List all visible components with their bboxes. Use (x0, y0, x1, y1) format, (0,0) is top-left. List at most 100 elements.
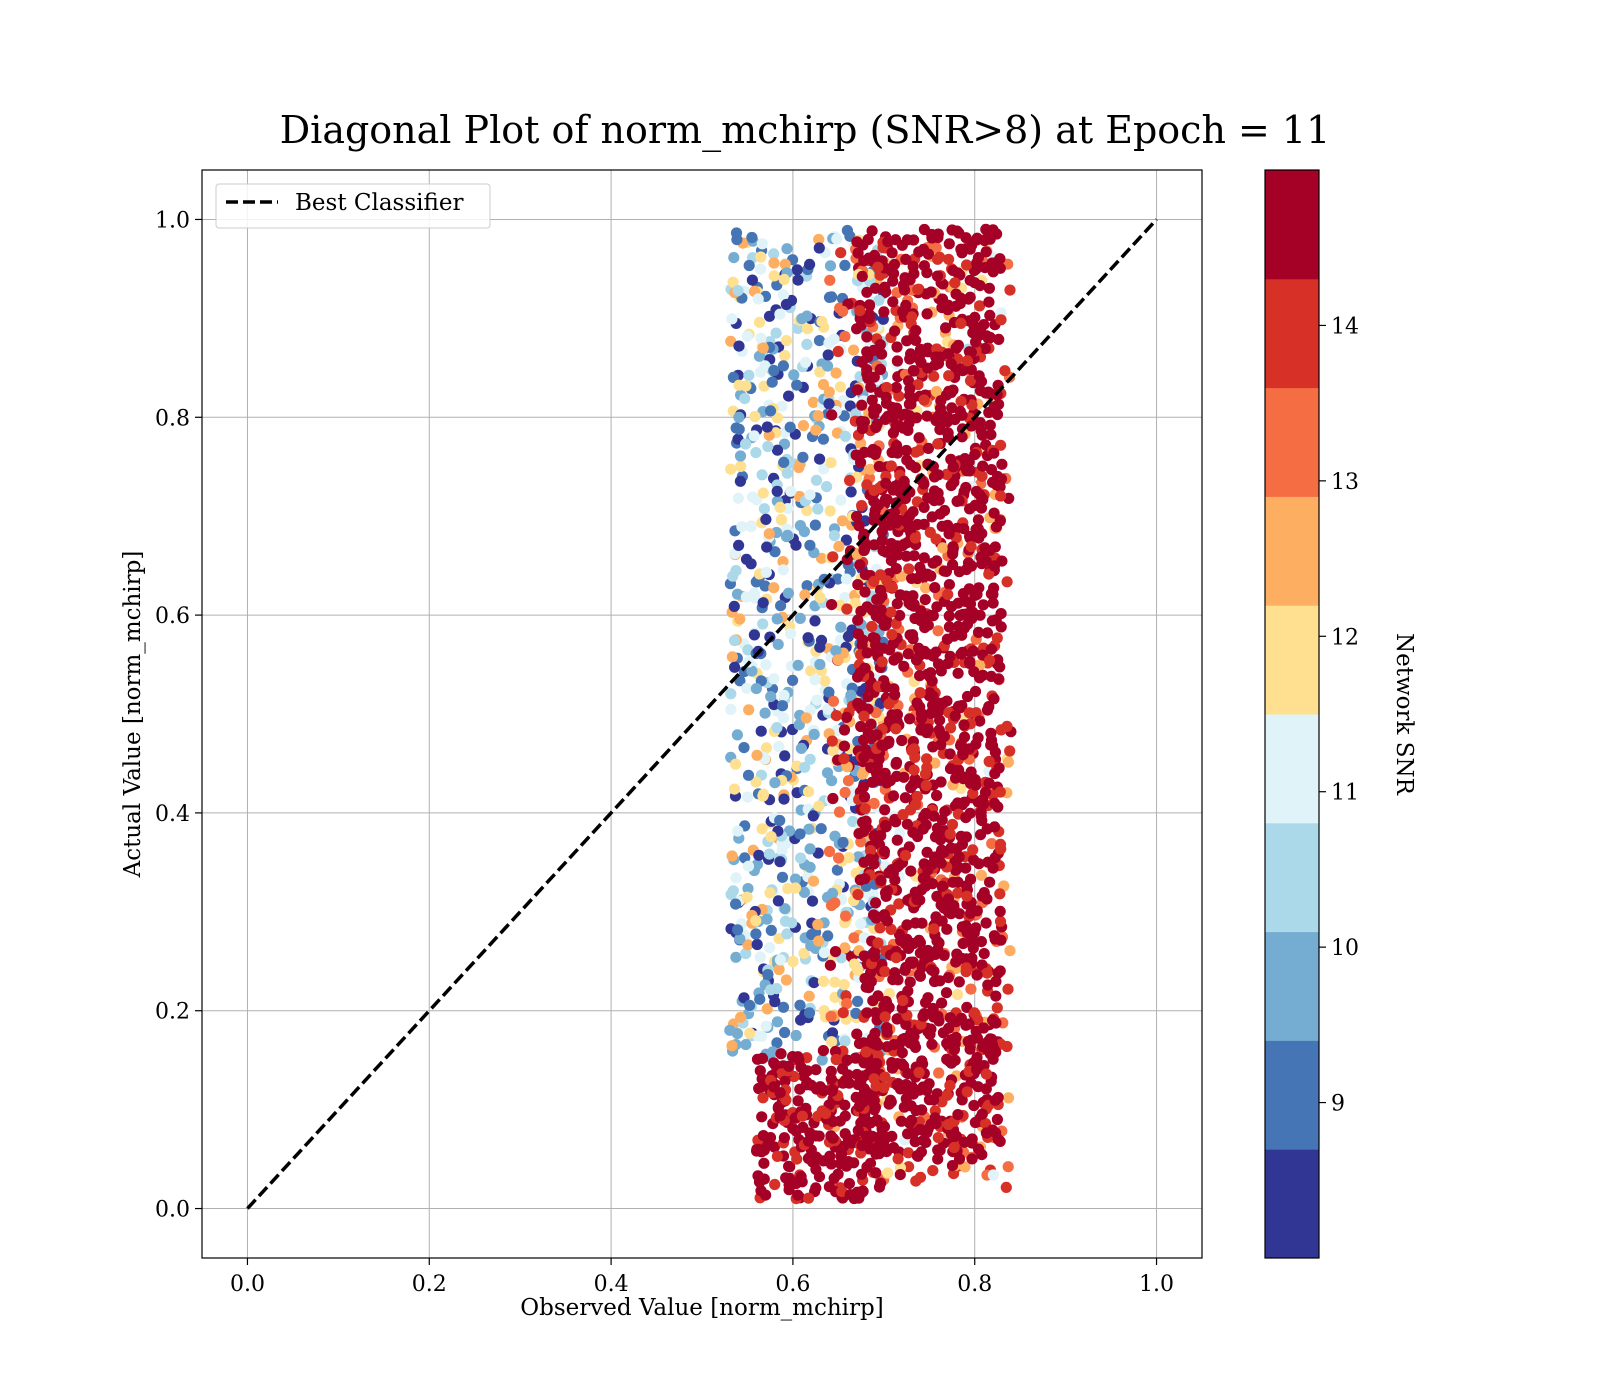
scatter-point (874, 922, 886, 934)
scatter-point (869, 448, 881, 460)
colorbar-tick-label: 9 (1331, 1092, 1345, 1117)
scatter-point (854, 667, 866, 679)
scatter-point (822, 703, 834, 715)
scatter-point (797, 420, 810, 432)
scatter-point (750, 928, 762, 940)
scatter-point (730, 951, 742, 963)
scatter-point (921, 568, 934, 580)
scatter-point (937, 1027, 950, 1039)
scatter-point (774, 954, 787, 966)
scatter-point (814, 641, 826, 653)
scatter-point (922, 1123, 934, 1135)
scatter-point (870, 1080, 882, 1092)
scatter-point (988, 507, 1000, 519)
scatter-point (761, 913, 773, 925)
scatter-point (891, 1079, 903, 1091)
scatter-point (772, 895, 785, 907)
legend-entry-best-classifier: Best Classifier (295, 190, 463, 216)
scatter-point (957, 749, 969, 761)
scatter-point (896, 1047, 908, 1059)
scatter-point (943, 610, 955, 622)
scatter-point (876, 534, 888, 547)
scatter-point (792, 1095, 804, 1107)
scatter-point (941, 633, 954, 645)
scatter-point (787, 955, 799, 968)
scatter-point (802, 786, 815, 798)
scatter-point (994, 786, 1006, 798)
scatter-point (976, 890, 988, 902)
scatter-point (802, 1135, 815, 1147)
scatter-point (878, 619, 890, 631)
scatter-point (740, 1039, 752, 1051)
scatter-point (835, 621, 847, 633)
scatter-point (792, 274, 804, 286)
scatter-point (858, 528, 870, 540)
scatter-point (889, 480, 901, 492)
scatter-point (993, 398, 1005, 410)
scatter-point (901, 818, 914, 830)
scatter-point (871, 1058, 883, 1070)
scatter-point (983, 755, 995, 768)
scatter-point (918, 501, 930, 513)
scatter-point (866, 225, 878, 237)
scatter-point (921, 410, 933, 422)
scatter-point (763, 848, 776, 860)
scatter-point (810, 1064, 822, 1076)
scatter-point (904, 629, 916, 641)
scatter-point (934, 251, 946, 263)
scatter-point (961, 690, 974, 703)
scatter-point (848, 958, 860, 970)
scatter-point (783, 1160, 795, 1172)
scatter-point (864, 845, 877, 857)
scatter-point (830, 367, 842, 379)
scatter-point (921, 846, 933, 858)
scatter-point (730, 227, 743, 239)
scatter-point (932, 943, 944, 955)
scatter-point (840, 573, 853, 585)
x-axis-label: Observed Value [norm_mchirp] (520, 1295, 883, 1321)
scatter-point (758, 503, 771, 515)
scatter-point (755, 366, 767, 378)
scatter-point (970, 922, 982, 934)
scatter-point (780, 974, 793, 986)
scatter-point (810, 474, 823, 486)
scatter-point (990, 975, 1002, 988)
scatter-point (970, 485, 983, 498)
scatter-point (776, 844, 788, 857)
scatter-point (859, 973, 871, 985)
scatter-point (935, 415, 947, 427)
scatter-point (905, 1100, 917, 1112)
scatter-point (822, 930, 834, 942)
colorbar-ticks: 9 10 11 12 13 14 (1319, 314, 1359, 1117)
scatter-point (988, 930, 1001, 942)
scatter-point (783, 1184, 795, 1196)
scatter-point (976, 959, 988, 971)
scatter-point (940, 987, 953, 999)
scatter-point (936, 880, 949, 892)
scatter-point (868, 950, 881, 963)
scatter-point (945, 358, 957, 370)
scatter-point (912, 1150, 924, 1162)
x-tick-label: 0.6 (775, 1272, 810, 1297)
scatter-point (895, 934, 907, 947)
scatter-point (757, 487, 769, 499)
colorbar-tick-label: 13 (1331, 470, 1359, 495)
scatter-point (990, 1127, 1002, 1139)
scatter-point (755, 332, 767, 344)
scatter-point (773, 740, 785, 753)
scatter-point (856, 270, 868, 282)
scatter-point (762, 440, 774, 453)
colorbar-tick-label: 14 (1331, 314, 1359, 339)
scatter-point (842, 775, 855, 787)
scatter-point (831, 864, 844, 876)
colorbar-tick-label: 10 (1331, 936, 1359, 961)
scatter-point (928, 370, 940, 382)
scatter-point (817, 433, 830, 445)
scatter-point (845, 486, 857, 498)
scatter-point (967, 606, 979, 618)
scatter-point (844, 400, 856, 412)
scatter-point (764, 942, 776, 954)
scatter-point (980, 1127, 993, 1139)
scatter-point (910, 412, 923, 424)
scatter-point (904, 1117, 916, 1129)
